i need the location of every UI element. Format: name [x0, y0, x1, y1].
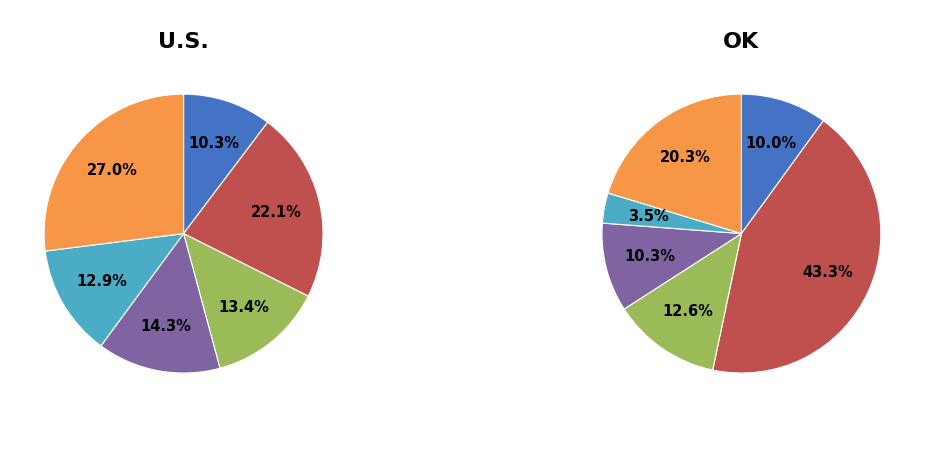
Text: 10.3%: 10.3% [624, 249, 675, 264]
Text: 12.6%: 12.6% [662, 304, 713, 319]
Wedge shape [44, 94, 183, 251]
Wedge shape [183, 94, 267, 234]
Wedge shape [45, 234, 183, 346]
Text: 13.4%: 13.4% [218, 300, 269, 315]
Title: U.S.: U.S. [158, 32, 209, 52]
Text: 10.0%: 10.0% [746, 136, 796, 151]
Wedge shape [713, 121, 881, 373]
Text: 22.1%: 22.1% [251, 205, 302, 219]
Text: 20.3%: 20.3% [660, 150, 710, 165]
Text: 12.9%: 12.9% [77, 274, 128, 289]
Wedge shape [624, 234, 742, 370]
Wedge shape [602, 193, 742, 234]
Text: 27.0%: 27.0% [87, 164, 138, 178]
Wedge shape [183, 234, 308, 368]
Wedge shape [742, 94, 823, 234]
Wedge shape [101, 234, 220, 373]
Legend: Food, Beverage, & Tobacco, Metals & Machinery, Petroleum & Chemicals, Transporta: Food, Beverage, & Tobacco, Metals & Mach… [340, 175, 585, 332]
Text: 3.5%: 3.5% [628, 208, 669, 224]
Text: 14.3%: 14.3% [141, 319, 191, 334]
Wedge shape [608, 94, 742, 234]
Text: 10.3%: 10.3% [188, 136, 240, 151]
Text: 43.3%: 43.3% [803, 265, 854, 279]
Wedge shape [183, 122, 323, 296]
Wedge shape [602, 223, 742, 309]
Title: OK: OK [723, 32, 759, 52]
